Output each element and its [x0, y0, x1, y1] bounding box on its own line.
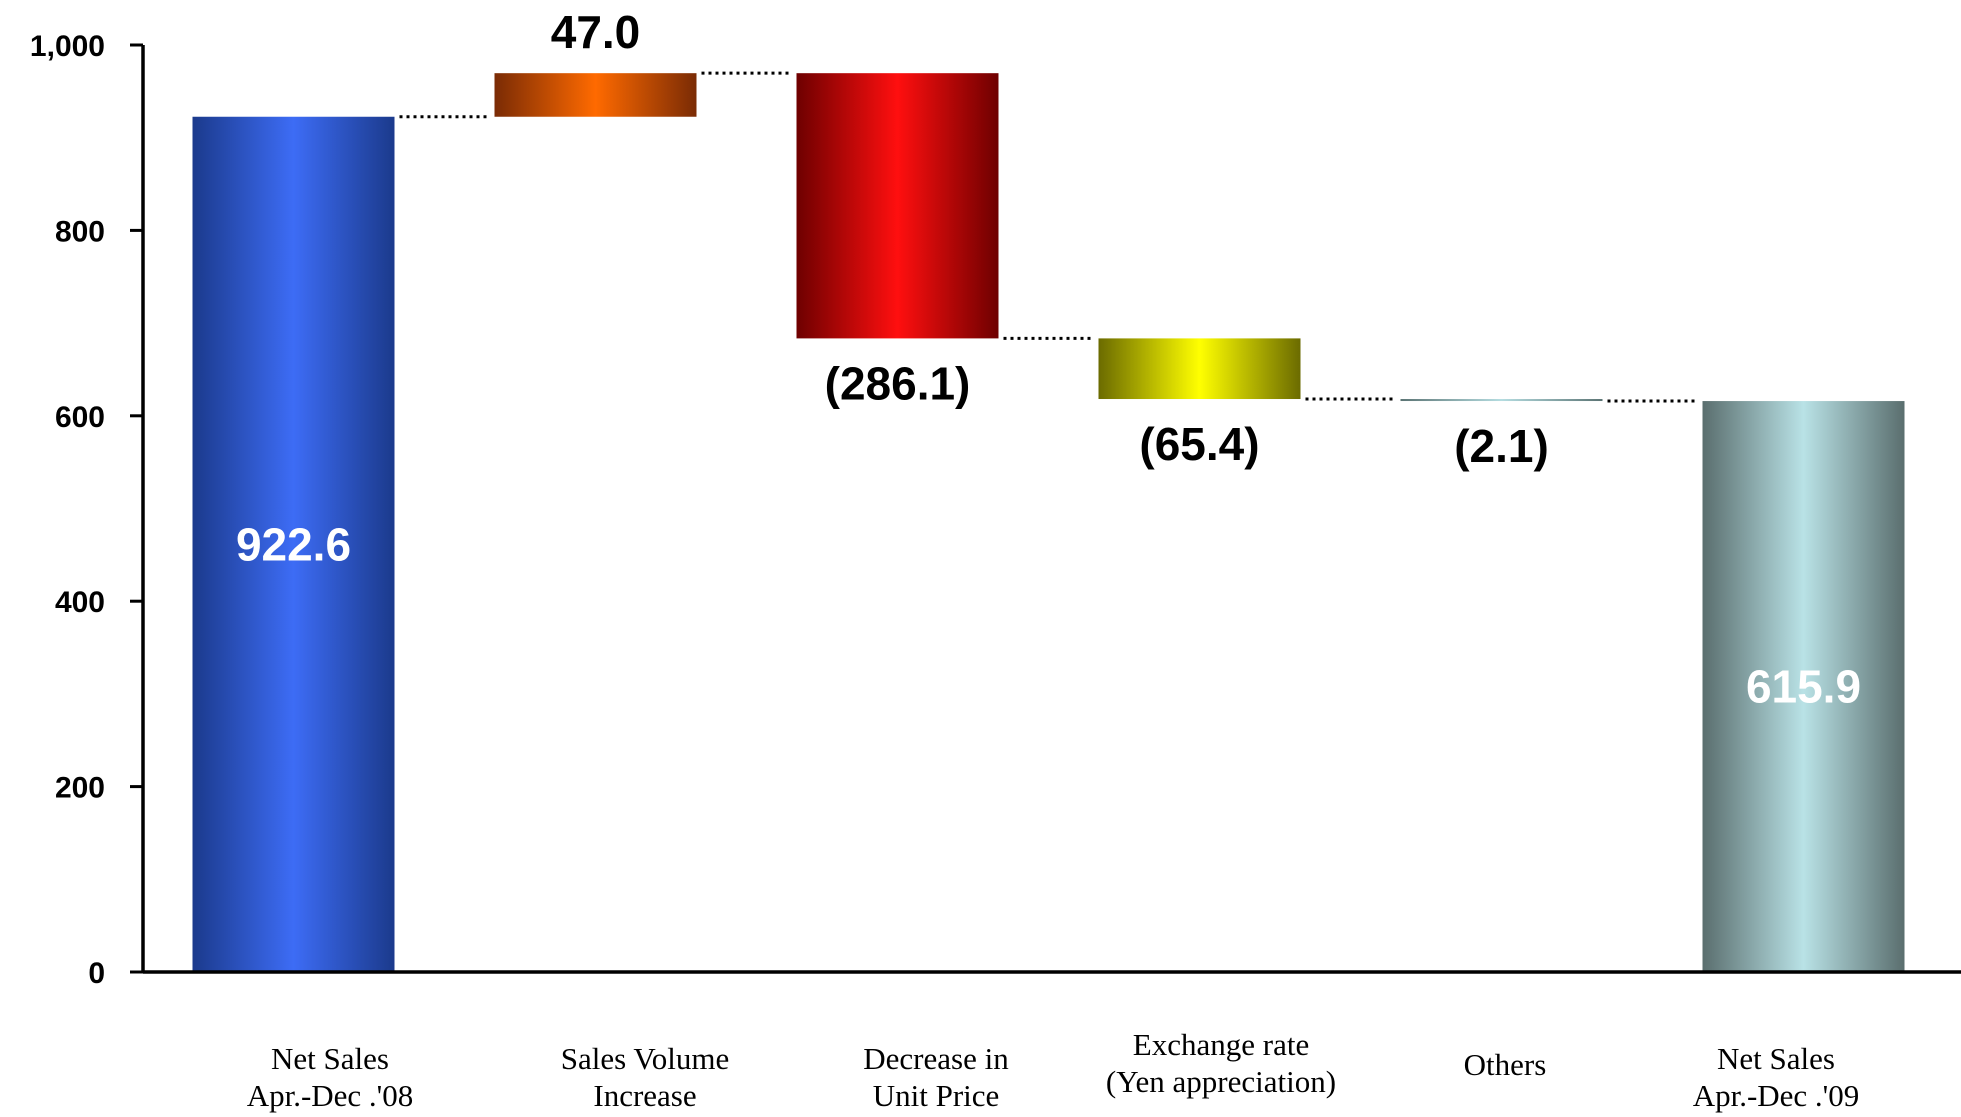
y-tick-label-5: 1,000	[30, 30, 105, 63]
y-tick-label-3: 600	[55, 401, 105, 434]
category-label-3-0: Exchange rate	[1133, 1027, 1309, 1062]
category-label-5-0: Net Sales	[1717, 1041, 1835, 1076]
value-label-4: (2.1)	[1454, 420, 1549, 472]
value-label-5: 615.9	[1746, 661, 1861, 713]
category-label-1-0: Sales Volume	[561, 1041, 730, 1076]
bars	[192, 73, 1905, 973]
y-tick-label-0: 0	[88, 957, 105, 990]
category-label-0-1: Apr.-Dec .'08	[247, 1078, 414, 1113]
category-label-0-0: Net Sales	[271, 1041, 389, 1076]
category-label-2-0: Decrease in	[863, 1041, 1009, 1076]
bar-4	[1400, 399, 1603, 402]
category-label-1-1: Increase	[593, 1078, 696, 1113]
axes: 0 200 400 600 800 1,000	[30, 30, 1961, 990]
category-label-5-1: Apr.-Dec .'09	[1693, 1078, 1860, 1113]
bar-5	[1702, 401, 1905, 973]
category-label-3-1: (Yen appreciation)	[1106, 1064, 1336, 1099]
value-label-3: (65.4)	[1139, 418, 1259, 470]
bar-2	[796, 73, 999, 339]
bar-3	[1098, 338, 1301, 400]
value-label-2: (286.1)	[825, 357, 971, 409]
value-label-0: 922.6	[236, 518, 351, 570]
y-tick-label-4: 800	[55, 215, 105, 248]
connector-lines	[399, 71, 1698, 403]
bar-0	[192, 116, 395, 972]
y-tick-label-1: 200	[55, 772, 105, 805]
y-tick-label-2: 400	[55, 586, 105, 619]
value-label-1: 47.0	[551, 6, 641, 58]
category-label-4-0: Others	[1464, 1047, 1547, 1082]
category-label-2-1: Unit Price	[873, 1078, 1000, 1113]
bar-1	[494, 73, 697, 117]
